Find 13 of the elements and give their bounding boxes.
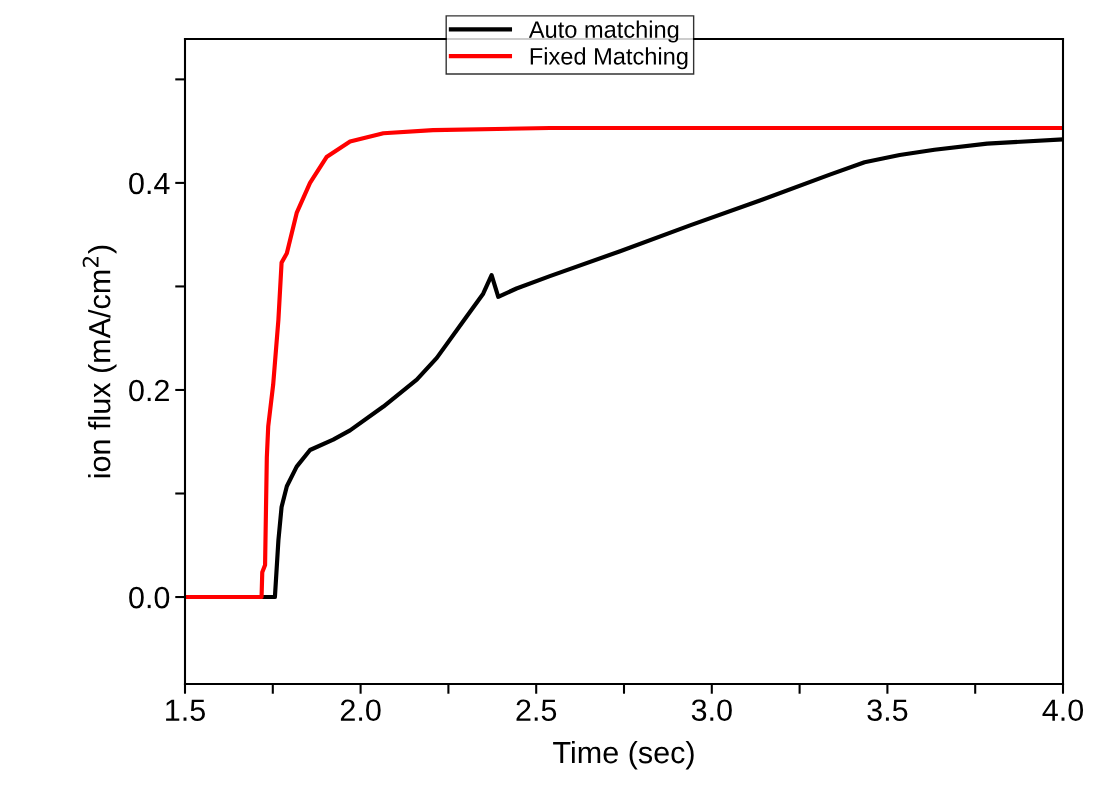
y-tick-label: 0.0: [129, 586, 170, 609]
x-tick-label: 2.5: [516, 699, 557, 722]
legend-label: Auto matching: [528, 20, 679, 43]
y-tick-label: 0.2: [129, 379, 169, 402]
y-tick-label: 0.4: [129, 172, 170, 195]
legend-label: Fixed Matching: [530, 47, 688, 70]
x-tick-label: 3.0: [691, 699, 732, 722]
x-tick-label: 1.5: [166, 699, 205, 722]
x-tick-label: 4.0: [1042, 699, 1084, 722]
x-tick-label: 2.0: [340, 699, 381, 722]
y-axis-title: ion flux (mA/cm$^{2}$): [82, 245, 117, 478]
x-axis-title: Time (sec): [553, 740, 694, 770]
x-tick-label: 3.5: [867, 699, 908, 722]
